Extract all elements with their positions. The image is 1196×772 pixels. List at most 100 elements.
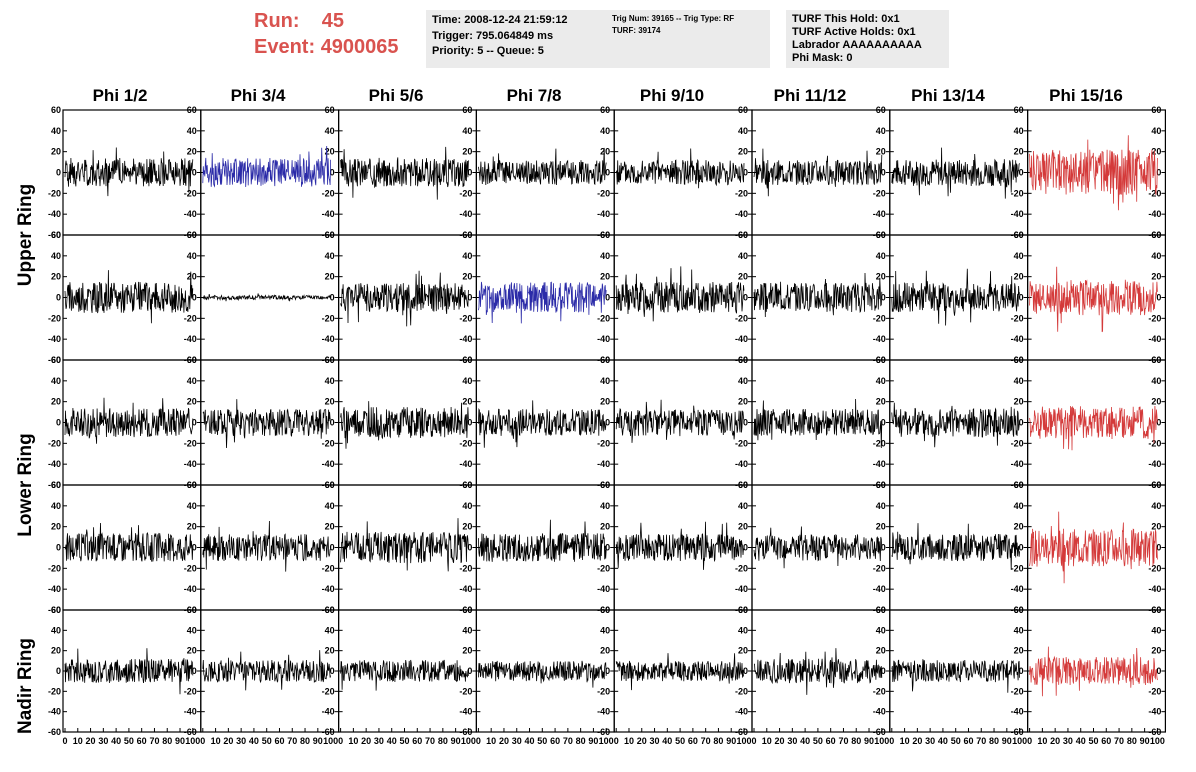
y-tick-label-right: 40 bbox=[876, 126, 886, 136]
x-tick-label: 70 bbox=[149, 736, 159, 746]
x-tick-label: 20 bbox=[1050, 736, 1060, 746]
x-tick-label: 50 bbox=[1088, 736, 1098, 746]
y-tick-label-right: 40 bbox=[1151, 625, 1161, 635]
y-tick-label-right: 60 bbox=[876, 480, 886, 490]
x-tick-label: 80 bbox=[300, 736, 310, 746]
y-tick-label-right: 60 bbox=[1151, 480, 1161, 490]
y-tick-label-right: 20 bbox=[325, 147, 335, 157]
y-tick-label-right: 20 bbox=[462, 522, 472, 532]
x-tick-label: 10 bbox=[762, 736, 772, 746]
y-tick-label-right: 0 bbox=[881, 168, 886, 178]
phi-label-5: Phi 9/10 bbox=[639, 86, 705, 105]
waveform-trace bbox=[753, 398, 883, 449]
y-tick-label-right: 0 bbox=[330, 666, 335, 676]
y-tick-label-right: 0 bbox=[1019, 543, 1024, 553]
waveform-trace bbox=[340, 146, 469, 200]
x-tick-label: 80 bbox=[851, 736, 861, 746]
y-tick-label-right: 0 bbox=[1019, 293, 1024, 303]
y-tick-label-right: 40 bbox=[462, 501, 472, 511]
y-tick-label: -40 bbox=[48, 459, 61, 469]
waveform-trace bbox=[1029, 646, 1158, 697]
y-tick-label-right: 20 bbox=[738, 272, 748, 282]
y-tick-label-right: -20 bbox=[735, 686, 748, 696]
x-tick-label: 90 bbox=[175, 736, 185, 746]
turf-hold-box: TURF This Hold: 0x1 TURF Active Holds: 0… bbox=[786, 10, 949, 68]
x-tick-label: 50 bbox=[399, 736, 409, 746]
phi-label-7: Phi 13/14 bbox=[911, 86, 985, 105]
y-tick-label: 0 bbox=[56, 418, 61, 428]
y-tick-label-right: -20 bbox=[873, 313, 886, 323]
y-tick-label-right: -60 bbox=[184, 727, 197, 737]
waveform-panel-r1-c0: -60 -60 -40 -40 -20 -20 0 0 20 20 40 40 60 60 bbox=[48, 230, 202, 365]
y-tick-label: -40 bbox=[48, 584, 61, 594]
y-tick-label-right: 20 bbox=[738, 397, 748, 407]
y-tick-label-right: -40 bbox=[735, 584, 748, 594]
y-tick-label-right: 60 bbox=[325, 355, 335, 365]
x-tick-label: 0 bbox=[338, 736, 343, 746]
x-tick-label: 40 bbox=[938, 736, 948, 746]
y-tick-label-right: 60 bbox=[325, 230, 335, 240]
y-tick-label-right: -20 bbox=[459, 188, 472, 198]
x-tick-label: 40 bbox=[387, 736, 397, 746]
waveform-trace bbox=[1029, 511, 1158, 584]
y-tick-label-right: 40 bbox=[876, 376, 886, 386]
y-tick-label-right: -60 bbox=[1148, 727, 1161, 737]
y-tick-label-right: 0 bbox=[467, 418, 472, 428]
y-tick-label-right: -40 bbox=[873, 459, 886, 469]
y-tick-label-right: -40 bbox=[1148, 707, 1161, 717]
waveform-trace bbox=[202, 145, 331, 188]
y-tick-label-right: 60 bbox=[462, 230, 472, 240]
x-tick-label: 60 bbox=[688, 736, 698, 746]
waveform-trace bbox=[753, 272, 883, 318]
y-tick-label-right: -40 bbox=[735, 459, 748, 469]
x-tick-label: 40 bbox=[1076, 736, 1086, 746]
y-tick-label: -20 bbox=[48, 438, 61, 448]
y-tick-label-right: -20 bbox=[873, 438, 886, 448]
y-tick-label-right: -20 bbox=[184, 438, 197, 448]
y-tick-label-right: 60 bbox=[600, 230, 610, 240]
x-tick-label: 0 bbox=[200, 736, 205, 746]
y-tick-label-right: 20 bbox=[462, 272, 472, 282]
x-tick-label: 10 bbox=[1037, 736, 1047, 746]
x-tick-label: 70 bbox=[425, 736, 435, 746]
y-tick-label-right: 20 bbox=[462, 646, 472, 656]
waveform-trace bbox=[891, 523, 1020, 570]
y-tick-label-right: 40 bbox=[738, 126, 748, 136]
y-tick-label-right: 60 bbox=[876, 105, 886, 115]
y-tick-label-right: -20 bbox=[459, 313, 472, 323]
y-tick-label-right: 60 bbox=[325, 105, 335, 115]
panel-frame bbox=[475, 359, 615, 486]
y-tick-label-right: 20 bbox=[325, 272, 335, 282]
waveform-trace bbox=[891, 659, 1020, 693]
y-tick-label-right: -20 bbox=[597, 438, 610, 448]
y-tick-label-right: 20 bbox=[738, 147, 748, 157]
y-tick-label-right: 60 bbox=[738, 105, 748, 115]
y-tick-label-right: 40 bbox=[462, 625, 472, 635]
x-tick-label: 100 bbox=[1150, 736, 1165, 746]
y-tick-label-right: 20 bbox=[1151, 397, 1161, 407]
x-tick-label: 70 bbox=[1114, 736, 1124, 746]
y-tick-label: 60 bbox=[51, 355, 61, 365]
y-tick-label: -20 bbox=[48, 188, 61, 198]
y-tick-label-right: 0 bbox=[605, 418, 610, 428]
y-tick-label-right: 40 bbox=[1014, 376, 1024, 386]
y-tick-label-right: 60 bbox=[187, 605, 197, 615]
y-tick-label-right: 60 bbox=[187, 105, 197, 115]
y-tick-label-right: -20 bbox=[184, 188, 197, 198]
y-tick-label-right: 0 bbox=[881, 543, 886, 553]
y-tick-label-right: 20 bbox=[1151, 272, 1161, 282]
y-tick-label-right: 0 bbox=[605, 293, 610, 303]
x-tick-label: 100 bbox=[323, 736, 338, 746]
y-tick-label-right: -40 bbox=[1148, 334, 1161, 344]
waveform-trace bbox=[340, 401, 469, 449]
waveform-trace bbox=[64, 270, 194, 324]
y-tick-label-right: -60 bbox=[597, 727, 610, 737]
y-tick-label-right: -20 bbox=[322, 438, 335, 448]
